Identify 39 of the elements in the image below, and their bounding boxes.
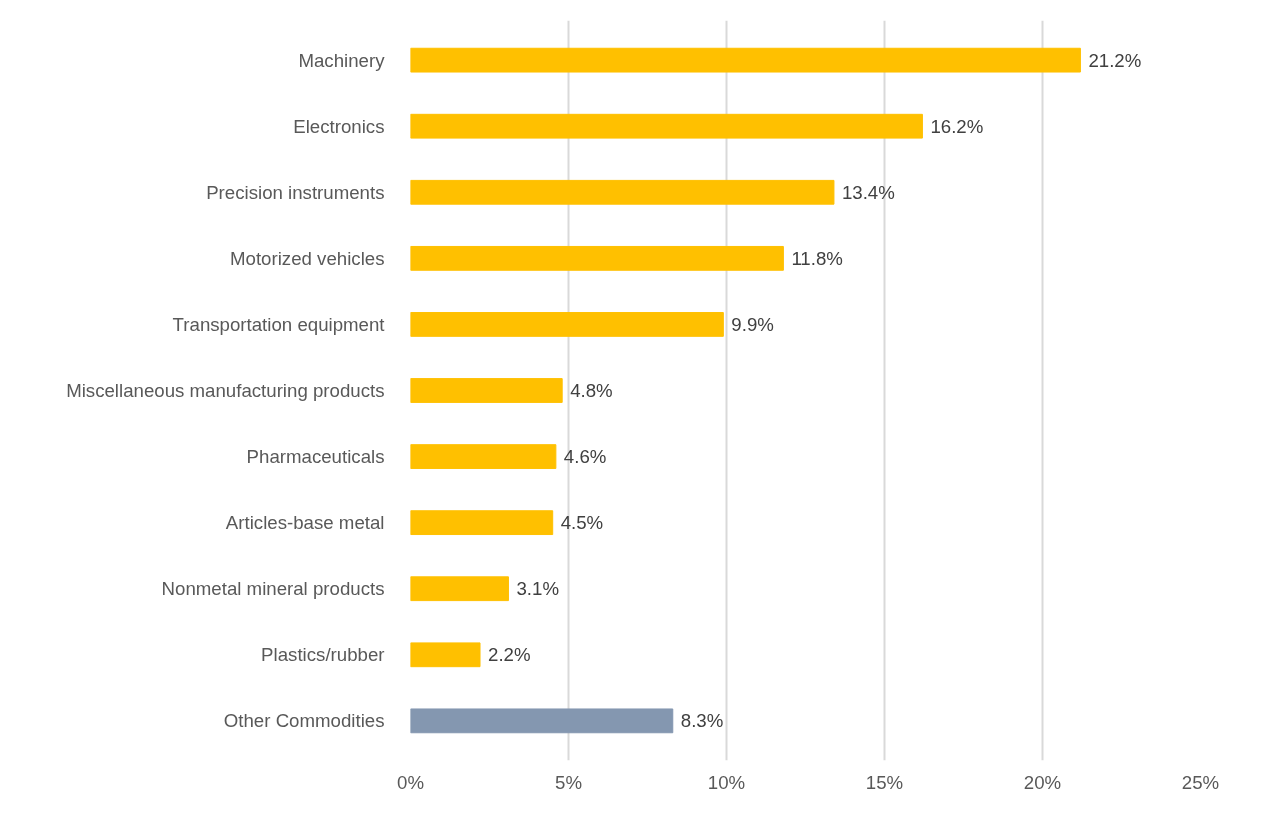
- data-label: 13.4%: [841, 181, 895, 203]
- data-label: 4.6%: [563, 446, 607, 468]
- y-tick-label: Machinery: [298, 49, 386, 71]
- data-label: 3.1%: [516, 578, 559, 600]
- bar: [410, 642, 481, 668]
- y-tick-label: Other Commodities: [223, 710, 385, 732]
- data-label: 4.8%: [570, 380, 613, 401]
- bar: [410, 245, 784, 271]
- bar: [410, 47, 1081, 73]
- bar: [410, 510, 554, 536]
- data-label: 4.5%: [560, 512, 604, 534]
- data-label: 11.8%: [791, 247, 843, 269]
- data-label: 16.2%: [930, 115, 984, 137]
- data-label: 8.3%: [680, 710, 724, 732]
- bar: [410, 378, 563, 403]
- bar: [410, 576, 509, 602]
- bar: [410, 179, 835, 205]
- y-tick-label: Nonmetal mineral products: [161, 578, 385, 600]
- y-tick-label: Miscellaneous manufacturing products: [66, 380, 385, 401]
- y-tick-label: Electronics: [293, 115, 385, 137]
- x-tick-label: 15%: [865, 771, 904, 793]
- bar: [410, 708, 674, 734]
- x-tick-label: 10%: [707, 771, 746, 793]
- data-label: 21.2%: [1088, 49, 1142, 71]
- y-tick-label: Transportation equipment: [172, 313, 386, 335]
- bar: [410, 312, 724, 337]
- data-label: 9.9%: [731, 313, 774, 335]
- y-tick-label: Precision instruments: [206, 181, 385, 203]
- x-tick-label: 5%: [555, 771, 582, 793]
- bar: [410, 113, 923, 139]
- x-tick-label: 20%: [1023, 771, 1062, 793]
- bar: [410, 444, 557, 469]
- x-tick-label: 0%: [397, 771, 424, 793]
- x-tick-label: 25%: [1181, 771, 1220, 793]
- y-tick-label: Pharmaceuticals: [246, 446, 385, 468]
- y-tick-label: Plastics/rubber: [261, 644, 385, 666]
- y-tick-label: Articles-base metal: [225, 512, 385, 534]
- y-tick-label: Motorized vehicles: [230, 247, 385, 269]
- data-label: 2.2%: [488, 644, 531, 666]
